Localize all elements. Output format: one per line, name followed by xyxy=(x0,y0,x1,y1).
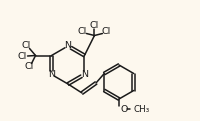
Text: Cl: Cl xyxy=(22,41,31,50)
Text: O: O xyxy=(120,105,128,113)
Text: N: N xyxy=(64,42,72,50)
Text: Cl: Cl xyxy=(78,27,87,36)
Text: Cl: Cl xyxy=(18,52,27,61)
Text: CH₃: CH₃ xyxy=(133,105,149,113)
Text: Cl: Cl xyxy=(102,27,111,36)
Text: N: N xyxy=(48,70,55,79)
Text: Cl: Cl xyxy=(90,21,99,30)
Text: N: N xyxy=(81,70,88,79)
Text: Cl: Cl xyxy=(25,62,34,71)
